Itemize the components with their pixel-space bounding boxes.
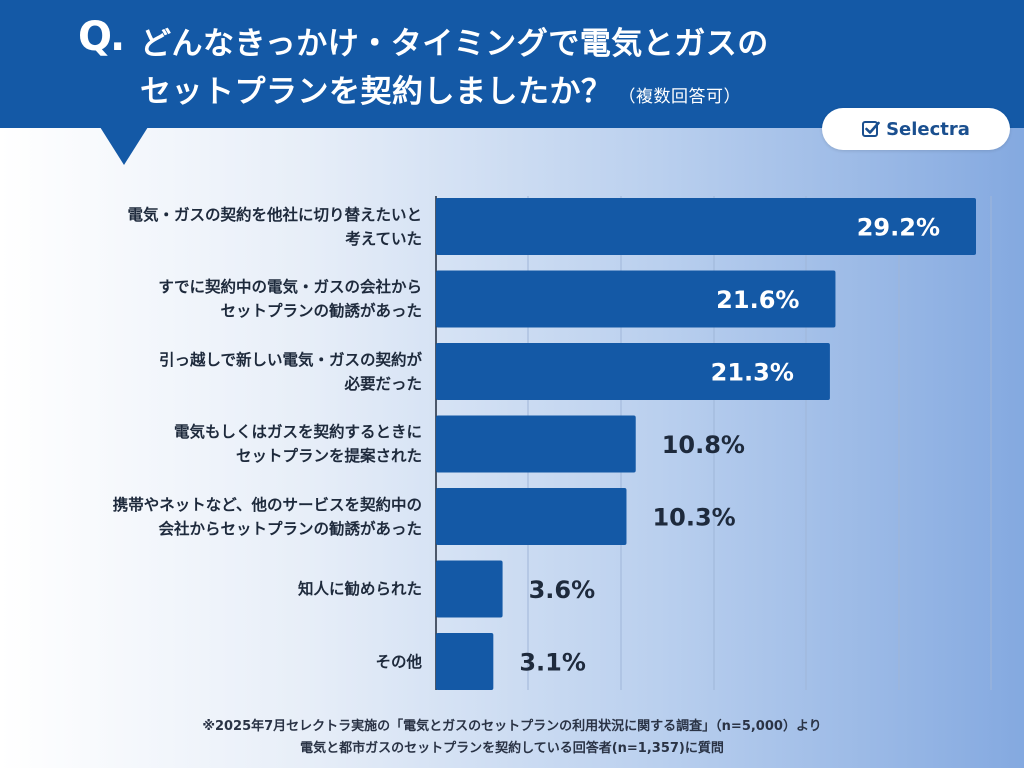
logo-text: Selectra xyxy=(886,118,970,140)
bar-value-label: 21.6% xyxy=(716,286,799,314)
bar xyxy=(436,415,636,473)
category-label: 知人に勧められた xyxy=(22,577,422,601)
header-banner: Q. どんなきっかけ・タイミングで電気とガスの セットプランを契約しましたか？（… xyxy=(0,0,1024,128)
question-title-line1: どんなきっかけ・タイミングで電気とガスの xyxy=(140,26,769,62)
category-label-line: 必要だった xyxy=(344,374,422,393)
question-mark-label: Q. xyxy=(78,14,125,60)
category-label-line: その他 xyxy=(375,652,422,671)
selectra-logo: Selectra xyxy=(822,108,1010,150)
category-label-line: 携帯やネットなど、他のサービスを契約中の xyxy=(112,495,422,514)
bar xyxy=(436,270,836,328)
bar-value-label: 29.2% xyxy=(857,214,940,242)
category-label: 引っ越しで新しい電気・ガスの契約が必要だった xyxy=(22,348,422,396)
footnote-line2: 電気と都市ガスのセットプランを契約している回答者(n=1,357)に質問 xyxy=(300,741,724,756)
bar xyxy=(436,343,830,400)
bar-value-label: 21.3% xyxy=(711,359,794,387)
category-label: 携帯やネットなど、他のサービスを契約中の会社からセットプランの勧誘があった xyxy=(22,493,422,541)
footnote-line1: ※2025年7月セレクトラ実施の「電気とガスのセットプランの利用状況に関する調査… xyxy=(202,719,822,734)
bar xyxy=(436,488,627,545)
bar-value-label: 3.6% xyxy=(529,576,596,604)
bar xyxy=(436,633,494,690)
category-label-line: 考えていた xyxy=(345,229,422,248)
bar-value-label: 3.1% xyxy=(519,649,586,677)
category-label-line: すでに契約中の電気・ガスの会社から xyxy=(158,278,422,296)
category-label-line: 電気もしくはガスを契約するときに xyxy=(173,423,422,441)
checkbox-check-icon xyxy=(862,121,880,137)
category-label-line: 知人に勧められた xyxy=(297,580,422,598)
question-title-line2-text: セットプランを契約しましたか？ xyxy=(140,74,613,110)
category-label: 電気もしくはガスを契約するときにセットプランを提案された xyxy=(22,420,422,468)
category-label-line: 引っ越しで新しい電気・ガスの契約が xyxy=(158,350,422,369)
question-note: （複数回答可） xyxy=(618,87,741,107)
bar-value-label: 10.3% xyxy=(652,504,735,532)
category-label-line: セットプランを提案された xyxy=(235,447,422,465)
bar xyxy=(436,198,976,255)
speech-notch xyxy=(100,127,148,165)
footnote: ※2025年7月セレクトラ実施の「電気とガスのセットプランの利用状況に関する調査… xyxy=(0,716,1024,760)
category-label: すでに契約中の電気・ガスの会社からセットプランの勧誘があった xyxy=(22,275,422,323)
category-label-line: 電気・ガスの契約を他社に切り替えたいと xyxy=(127,205,422,224)
category-label-line: セットプランの勧誘があった xyxy=(220,302,422,320)
bar-value-label: 10.8% xyxy=(662,431,745,459)
category-label-line: 会社からセットプランの勧誘があった xyxy=(158,519,422,538)
bar xyxy=(436,560,503,618)
category-label: 電気・ガスの契約を他社に切り替えたいと考えていた xyxy=(22,203,422,251)
category-label: その他 xyxy=(22,650,422,674)
question-title-line2: セットプランを契約しましたか？ （複数回答可） xyxy=(140,66,741,111)
